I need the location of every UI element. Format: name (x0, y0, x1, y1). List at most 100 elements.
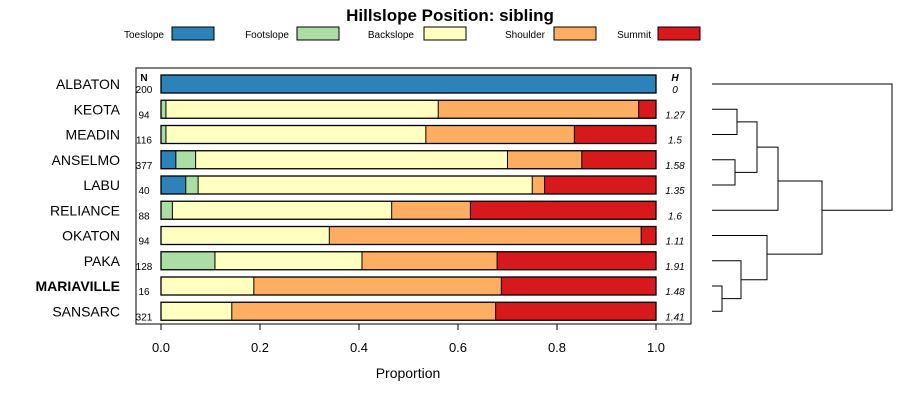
bar-segment-keota-shoulder (438, 100, 639, 119)
n-value-anselmo: 377 (136, 161, 153, 172)
row-label-labu: LABU (83, 177, 120, 193)
x-tick-label: 0.4 (350, 340, 368, 355)
h-value-keota: 1.27 (665, 110, 685, 121)
bar-segment-meadin-shoulder (425, 125, 575, 144)
n-value-keota: 94 (138, 110, 150, 121)
bar-rows: ALBATON 200 0 KEOTA 94 1.27 MEADIN 116 1.5 ANSELM… (35, 74, 685, 323)
bar-segment-paka-summit (497, 251, 656, 270)
bar-segment-albaton-toeslope (161, 75, 656, 93)
bar-outline-meadin (160, 124, 657, 145)
bar-segment-mariaville-shoulder (253, 277, 502, 295)
row-label-keota: KEOTA (74, 101, 121, 117)
n-value-paka: 128 (136, 262, 153, 273)
bar-segment-keota-summit (638, 100, 656, 119)
x-tick-label: 1.0 (647, 340, 665, 355)
n-value-labu: 40 (138, 186, 150, 197)
legend-label-toeslope: Toeslope (124, 30, 164, 41)
h-value-labu: 1.35 (665, 186, 685, 197)
bar-segment-labu-summit (544, 176, 656, 194)
bar-segment-okaton-backslope (161, 226, 330, 245)
bar-segment-anselmo-backslope (195, 150, 508, 169)
bar-segment-sansarc-shoulder (231, 302, 496, 321)
bar-segment-okaton-summit (641, 226, 656, 245)
bar-segment-sansarc-summit (495, 302, 656, 321)
bar-outline-paka (160, 251, 657, 271)
dendrogram-branch (712, 146, 779, 211)
bar-segment-anselmo-summit (581, 150, 656, 169)
n-value-okaton: 94 (138, 237, 150, 248)
row-label-anselmo: ANSELMO (52, 152, 121, 168)
n-value-mariaville: 16 (138, 287, 150, 298)
row-label-mariaville: MARIAVILLE (35, 278, 120, 294)
h-value-anselmo: 1.58 (665, 161, 685, 172)
bar-segment-labu-shoulder (532, 176, 545, 194)
h-value-meadin: 1.5 (668, 136, 682, 147)
dendrogram-branch (767, 180, 823, 255)
h-value-reliance: 1.6 (668, 211, 682, 222)
n-value-sansarc: 321 (136, 312, 153, 323)
dendrogram-branch (712, 83, 893, 211)
bar-segment-okaton-shoulder (329, 226, 642, 245)
bar-segment-anselmo-toeslope (161, 150, 176, 169)
row-label-sansarc: SANSARC (52, 303, 120, 319)
bar-segment-labu-toeslope (161, 176, 186, 194)
legend-swatch-backslope (423, 26, 467, 41)
bar-segment-paka-shoulder (361, 251, 498, 270)
legend-label-summit: Summit (617, 30, 651, 41)
legend-label-shoulder: Shoulder (505, 30, 546, 41)
bar-segment-labu-footslope (185, 176, 199, 194)
plot-frame (135, 67, 692, 325)
legend: Toeslope Footslope Backslope Shoulder Summit (124, 26, 701, 41)
bar-outline-keota (160, 99, 657, 119)
bar-segment-keota-footslope (161, 100, 166, 119)
row-label-albaton: ALBATON (56, 76, 120, 92)
h-value-albaton: 0 (672, 85, 678, 96)
bar-outline-sansarc (160, 301, 657, 321)
dendrogram (712, 83, 893, 312)
bar-segment-meadin-backslope (165, 125, 426, 144)
h-value-okaton: 1.11 (666, 237, 685, 248)
bar-segment-meadin-summit (574, 125, 656, 144)
legend-label-backslope: Backslope (368, 30, 415, 41)
bar-segment-mariaville-summit (501, 277, 656, 295)
h-column-header: H (671, 73, 679, 84)
legend-swatch-footslope (296, 26, 340, 41)
bar-segment-reliance-footslope (161, 201, 173, 220)
bar-segment-meadin-footslope (161, 125, 166, 144)
dendrogram-branch (712, 108, 738, 135)
chart-title: Hillslope Position: sibling (346, 6, 554, 25)
bar-segment-mariaville-backslope (161, 277, 254, 295)
legend-swatch-shoulder (553, 26, 597, 41)
row-label-paka: PAKA (84, 253, 121, 269)
x-tick-label: 0.0 (152, 340, 170, 355)
bar-segment-reliance-shoulder (391, 201, 471, 220)
row-label-meadin: MEADIN (66, 127, 120, 143)
bar-segment-keota-backslope (165, 100, 439, 119)
bar-outline-mariaville (160, 276, 657, 296)
bar-segment-reliance-backslope (172, 201, 392, 220)
dendrogram-branch (712, 285, 723, 312)
bar-segment-sansarc-backslope (161, 302, 232, 321)
bar-segment-reliance-summit (470, 201, 656, 220)
n-value-meadin: 116 (136, 136, 152, 147)
x-axis: 0.0 0.2 0.4 0.6 0.8 1.0 (152, 324, 665, 355)
bar-outline-okaton (160, 225, 657, 246)
x-tick-label: 0.2 (251, 340, 269, 355)
bar-segment-labu-backslope (198, 176, 533, 194)
bar-outline-reliance (160, 200, 657, 220)
h-value-sansarc: 1.41 (665, 312, 684, 323)
bar-outline-albaton (160, 74, 657, 94)
row-label-reliance: RELIANCE (50, 202, 120, 218)
dendrogram-branch (712, 260, 742, 300)
bar-outline-anselmo (160, 150, 657, 170)
bar-segment-anselmo-shoulder (507, 150, 582, 169)
bar-outline-labu (160, 175, 657, 195)
n-column-header: N (140, 73, 147, 84)
legend-swatch-summit (657, 26, 701, 41)
dendrogram-branch (712, 159, 736, 186)
legend-label-footslope: Footslope (245, 30, 289, 41)
x-tick-label: 0.8 (548, 340, 566, 355)
n-value-reliance: 88 (138, 211, 150, 222)
bar-segment-paka-backslope (214, 251, 362, 270)
